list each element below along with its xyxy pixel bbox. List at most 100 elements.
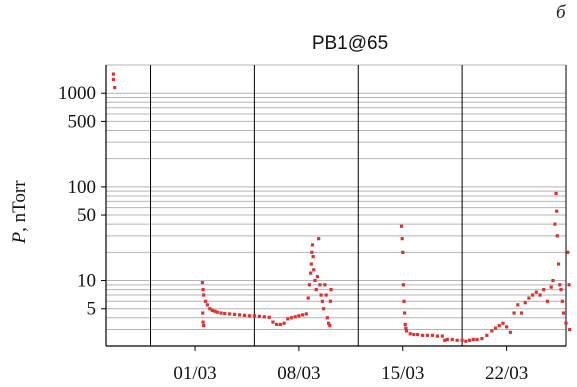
data-point bbox=[497, 324, 501, 328]
data-point bbox=[512, 311, 516, 315]
data-point bbox=[326, 321, 331, 325]
data-point bbox=[402, 299, 406, 303]
data-point bbox=[289, 316, 294, 320]
data-point bbox=[252, 314, 256, 318]
data-point bbox=[475, 337, 479, 342]
data-point bbox=[555, 234, 559, 238]
data-point bbox=[440, 334, 444, 338]
data-point bbox=[568, 327, 572, 332]
data-point bbox=[328, 324, 332, 328]
data-point bbox=[219, 311, 223, 315]
x-tick-label: 22/03 bbox=[485, 363, 528, 384]
data-point bbox=[223, 311, 227, 316]
data-point bbox=[267, 315, 271, 319]
data-point bbox=[467, 338, 472, 342]
data-point bbox=[505, 325, 509, 329]
data-point bbox=[564, 321, 568, 325]
data-point bbox=[480, 336, 484, 341]
data-point bbox=[201, 288, 205, 292]
data-point bbox=[527, 296, 531, 300]
data-point bbox=[455, 338, 459, 342]
data-points bbox=[111, 72, 572, 343]
data-point bbox=[247, 314, 252, 318]
data-point bbox=[412, 332, 416, 337]
data-point bbox=[401, 250, 405, 254]
data-point bbox=[215, 310, 219, 314]
data-point bbox=[311, 255, 315, 259]
data-point bbox=[233, 312, 237, 316]
data-point bbox=[309, 271, 313, 275]
data-point bbox=[551, 278, 555, 283]
data-point bbox=[297, 314, 301, 318]
data-point bbox=[317, 237, 321, 241]
data-point bbox=[210, 308, 214, 312]
data-point bbox=[425, 333, 430, 337]
data-point bbox=[556, 262, 561, 266]
data-point bbox=[534, 290, 538, 294]
data-point bbox=[485, 333, 489, 337]
data-point bbox=[471, 337, 475, 342]
data-point bbox=[408, 332, 412, 336]
y-tick-label: 50 bbox=[77, 205, 96, 226]
data-point bbox=[567, 283, 571, 287]
data-point bbox=[519, 311, 524, 315]
data-point bbox=[293, 315, 297, 319]
data-point bbox=[490, 329, 494, 333]
data-point bbox=[538, 293, 542, 297]
data-point bbox=[450, 337, 454, 342]
data-point bbox=[213, 309, 217, 313]
data-point bbox=[282, 321, 286, 325]
data-point bbox=[435, 334, 439, 338]
y-tick-label: 10 bbox=[77, 271, 96, 292]
data-point bbox=[202, 293, 206, 297]
data-point bbox=[329, 288, 333, 292]
data-point bbox=[301, 313, 305, 317]
data-point bbox=[320, 299, 324, 303]
y-tick-label: 5 bbox=[87, 299, 97, 320]
x-ticks: 01/03 08/03 15/03 22/03 bbox=[173, 346, 528, 384]
grid-lines bbox=[106, 64, 566, 347]
data-point bbox=[310, 250, 314, 254]
data-point bbox=[202, 324, 206, 328]
data-point bbox=[208, 307, 212, 311]
data-point bbox=[508, 330, 512, 334]
data-point bbox=[228, 312, 232, 316]
data-point bbox=[275, 322, 279, 327]
data-point bbox=[205, 303, 209, 307]
data-point bbox=[309, 262, 313, 266]
data-point bbox=[318, 283, 322, 287]
vertical-lines bbox=[150, 65, 567, 346]
data-point bbox=[549, 285, 553, 289]
data-point bbox=[545, 299, 550, 303]
data-point bbox=[542, 288, 546, 292]
data-point bbox=[558, 283, 562, 287]
data-point bbox=[310, 243, 315, 247]
data-point bbox=[307, 283, 312, 287]
data-point bbox=[315, 275, 320, 279]
data-point bbox=[113, 85, 117, 90]
data-point bbox=[322, 307, 326, 311]
data-point bbox=[312, 268, 316, 272]
data-point bbox=[262, 315, 266, 319]
data-point bbox=[324, 293, 328, 297]
data-point bbox=[493, 326, 498, 330]
data-point bbox=[200, 281, 205, 285]
data-point bbox=[430, 333, 435, 337]
data-point bbox=[555, 209, 559, 213]
data-point bbox=[271, 320, 275, 324]
data-point bbox=[403, 311, 407, 315]
data-point bbox=[523, 301, 527, 305]
data-point bbox=[314, 288, 318, 292]
data-point bbox=[399, 224, 404, 228]
chart-title: PB1@65 bbox=[311, 33, 389, 54]
data-point bbox=[328, 299, 333, 303]
data-point bbox=[304, 312, 308, 316]
data-point bbox=[201, 320, 205, 324]
x-tick-label: 15/03 bbox=[381, 363, 424, 384]
x-tick-label: 01/03 bbox=[173, 363, 216, 384]
data-point bbox=[313, 278, 317, 283]
data-point bbox=[566, 250, 570, 254]
data-point bbox=[237, 313, 242, 317]
data-point bbox=[203, 299, 208, 303]
